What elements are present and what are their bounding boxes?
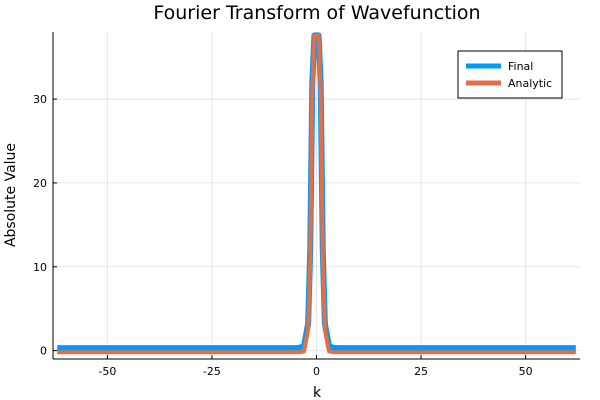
- legend-label-analytic: Analytic: [508, 77, 552, 90]
- series-layer: [57, 32, 576, 355]
- x-tick-label-0: -50: [98, 365, 116, 378]
- y-axis-label: Absolute Value: [3, 143, 19, 247]
- y-tick-label-2: 20: [33, 177, 47, 190]
- x-axis-label: k: [313, 385, 322, 400]
- series-line-analytic: [57, 33, 576, 355]
- x-tick-label-3: 25: [414, 365, 428, 378]
- chart-title: Fourier Transform of Wavefunction: [153, 2, 480, 24]
- x-ticks: -50 -25 0 25 50: [98, 355, 533, 378]
- legend: Final Analytic: [457, 50, 563, 99]
- x-tick-label-1: -25: [203, 365, 221, 378]
- legend-label-final: Final: [508, 60, 533, 73]
- legend-box: [457, 50, 563, 99]
- y-tick-label-0: 0: [40, 345, 47, 358]
- x-tick-label-2: 0: [313, 365, 320, 378]
- x-tick-label-4: 50: [519, 365, 533, 378]
- y-tick-label-1: 10: [33, 261, 47, 274]
- y-ticks: 0 10 20 30: [33, 93, 57, 358]
- y-tick-label-3: 30: [33, 93, 47, 106]
